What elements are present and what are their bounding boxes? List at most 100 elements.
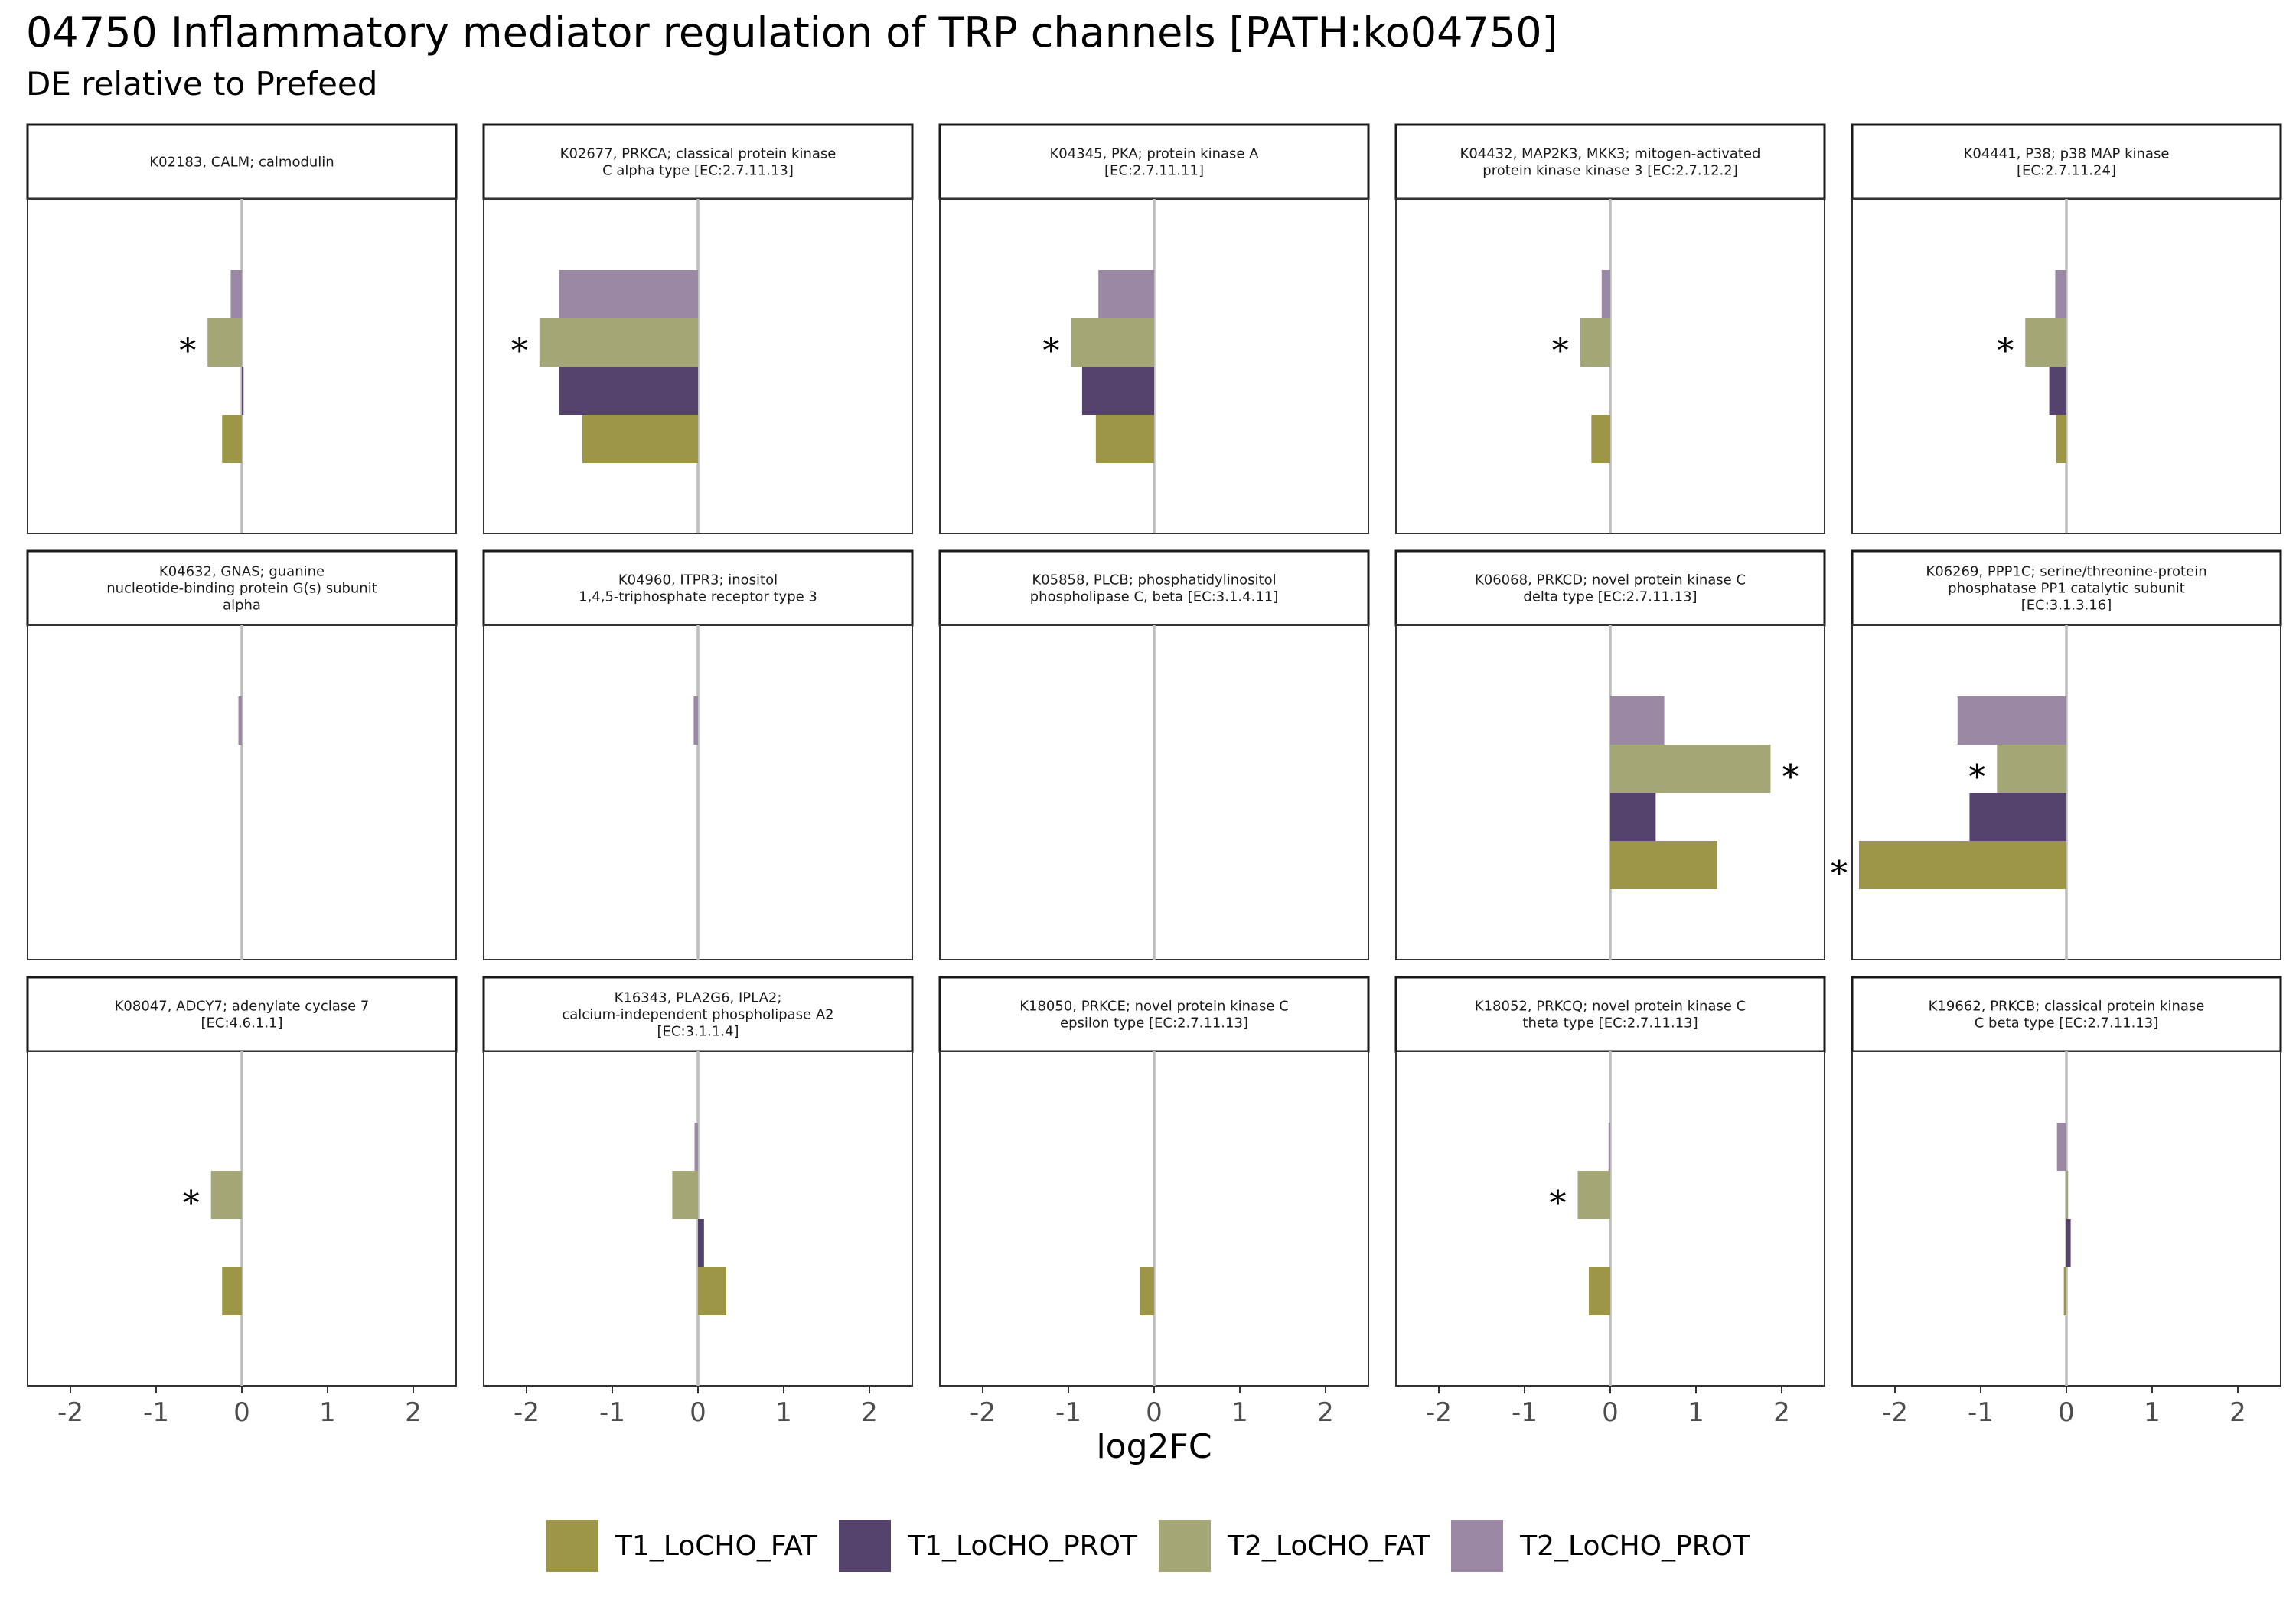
facet-label: K05858, PLCB; phosphatidylinositol — [1032, 572, 1276, 588]
bar — [582, 415, 698, 463]
facet-panel: K06269, PPP1C; serine/threonine-proteinp… — [1831, 549, 2282, 960]
bar — [1858, 841, 2066, 889]
bar — [222, 415, 242, 463]
facet-strip — [1394, 123, 1826, 200]
facet-panel: K05858, PLCB; phosphatidylinositolphosph… — [938, 549, 1370, 960]
bar — [694, 1123, 698, 1171]
facet-strip — [1851, 549, 2282, 627]
facet-label: phospholipase C, beta [EC:3.1.4.11] — [1030, 589, 1279, 605]
legend-label: T1_LoCHO_FAT — [615, 1530, 818, 1562]
x-tick-label: 1 — [1231, 1397, 1248, 1428]
x-tick-label: 0 — [233, 1397, 250, 1428]
facet-label: K06269, PPP1C; serine/threonine-protein — [1926, 564, 2206, 580]
bar — [1081, 367, 1154, 415]
facet-plot: K02183, CALM; calmodulin*K02677, PRKCA; … — [26, 123, 2282, 1466]
facet-label: [EC:3.1.3.16] — [2021, 598, 2112, 614]
bar — [230, 270, 242, 318]
facet-label: [EC:3.1.1.4] — [657, 1024, 739, 1040]
facet-label: [EC:2.7.11.11] — [1104, 163, 1204, 179]
bar — [1969, 793, 2066, 841]
facet-strip — [482, 549, 914, 627]
chart-title: 04750 Inflammatory mediator regulation o… — [26, 8, 1558, 57]
facet-label: theta type [EC:2.7.11.13] — [1522, 1015, 1698, 1032]
legend-item: T2_LoCHO_PROT — [1451, 1520, 1750, 1572]
legend-swatch — [1451, 1520, 1504, 1572]
facet-panel: K04432, MAP2K3, MKK3; mitogen-activatedp… — [1394, 123, 1826, 534]
significance-marker: * — [1968, 758, 1985, 797]
bar — [1580, 318, 1610, 367]
significance-marker: * — [511, 332, 528, 371]
x-tick-label: -2 — [514, 1397, 540, 1428]
x-tick-label: -2 — [1882, 1397, 1908, 1428]
legend-swatch — [546, 1520, 598, 1572]
bar — [539, 318, 698, 367]
facet-label: K04441, P38; p38 MAP kinase — [1964, 146, 2170, 162]
bar — [1071, 318, 1154, 367]
legend-label: T1_LoCHO_PROT — [908, 1530, 1137, 1562]
bar — [238, 696, 242, 745]
x-tick-label: 0 — [2058, 1397, 2075, 1428]
facet-strip — [938, 549, 1370, 627]
x-tick-label: -1 — [143, 1397, 169, 1428]
facet-label: K04432, MAP2K3, MKK3; mitogen-activated — [1460, 146, 1761, 162]
bar — [2066, 1171, 2069, 1219]
legend-swatch — [1159, 1520, 1211, 1572]
bar — [1577, 1171, 1610, 1219]
facet-label: K18050, PRKCE; novel protein kinase C — [1019, 999, 1289, 1015]
bar — [1095, 415, 1154, 463]
x-tick-label: 0 — [1602, 1397, 1619, 1428]
facet-panel: K02677, PRKCA; classical protein kinaseC… — [482, 123, 914, 534]
bar — [1997, 745, 2066, 793]
facet-label: epsilon type [EC:2.7.11.13] — [1060, 1015, 1248, 1032]
bar — [2055, 270, 2066, 318]
facet-strip — [482, 976, 914, 1053]
facet-label: K06068, PRKCD; novel protein kinase C — [1475, 572, 1746, 588]
bar — [1610, 696, 1665, 745]
facet-strip — [1394, 976, 1826, 1053]
facet-panel: K19662, PRKCB; classical protein kinaseC… — [1851, 976, 2282, 1428]
legend-label: T2_LoCHO_PROT — [1520, 1530, 1750, 1562]
bar — [207, 318, 242, 367]
legend-item: T2_LoCHO_FAT — [1159, 1520, 1430, 1572]
chart-subtitle: DE relative to Prefeed — [26, 65, 378, 103]
bar — [2056, 1123, 2066, 1171]
x-tick-label: 2 — [1317, 1397, 1334, 1428]
significance-marker: * — [1831, 855, 1848, 894]
facet-panel: K04441, P38; p38 MAP kinase[EC:2.7.11.24… — [1851, 123, 2282, 534]
bar — [210, 1171, 242, 1219]
facet-panel: K18050, PRKCE; novel protein kinase Ceps… — [938, 976, 1370, 1428]
bar — [672, 1171, 698, 1219]
x-tick-label: 0 — [1146, 1397, 1163, 1428]
facet-label: K16343, PLA2G6, IPLA2; — [615, 990, 782, 1006]
bar — [2063, 1267, 2066, 1315]
bar — [1139, 1267, 1154, 1315]
bar — [222, 1267, 242, 1315]
facet-strip — [938, 976, 1370, 1053]
facet-label: K04345, PKA; protein kinase A — [1049, 146, 1259, 162]
x-tick-label: 2 — [861, 1397, 878, 1428]
bar — [1098, 270, 1154, 318]
facet-panel: K18052, PRKCQ; novel protein kinase Cthe… — [1394, 976, 1826, 1428]
bar — [242, 367, 244, 415]
facet-label: K18052, PRKCQ; novel protein kinase C — [1475, 999, 1746, 1015]
bar — [2056, 415, 2066, 463]
facet-label: C alpha type [EC:2.7.11.13] — [602, 163, 794, 179]
significance-marker: * — [1782, 758, 1799, 797]
facet-panel: K06068, PRKCD; novel protein kinase Cdel… — [1394, 549, 1826, 960]
x-tick-label: -1 — [1055, 1397, 1081, 1428]
bar — [1610, 745, 1771, 793]
facet-label: 1,4,5-triphosphate receptor type 3 — [579, 589, 817, 605]
bar — [1608, 1123, 1610, 1171]
legend-item: T1_LoCHO_PROT — [839, 1520, 1137, 1572]
legend: T1_LoCHO_FAT T1_LoCHO_PROT T2_LoCHO_FAT T2_… — [0, 1519, 2296, 1573]
facet-panel: K16343, PLA2G6, IPLA2;calcium-independen… — [482, 976, 914, 1428]
facet-label: nucleotide-binding protein G(s) subunit — [106, 581, 377, 597]
facet-label: phosphatase PP1 catalytic subunit — [1948, 581, 2185, 597]
facet-label: K04960, ITPR3; inositol — [618, 572, 778, 588]
bar — [2066, 1219, 2071, 1267]
facet-label: K19662, PRKCB; classical protein kinase — [1929, 999, 2205, 1015]
x-tick-label: 0 — [690, 1397, 706, 1428]
legend-item: T1_LoCHO_FAT — [546, 1520, 817, 1572]
significance-marker: * — [1549, 1185, 1566, 1224]
x-tick-label: 2 — [1773, 1397, 1790, 1428]
